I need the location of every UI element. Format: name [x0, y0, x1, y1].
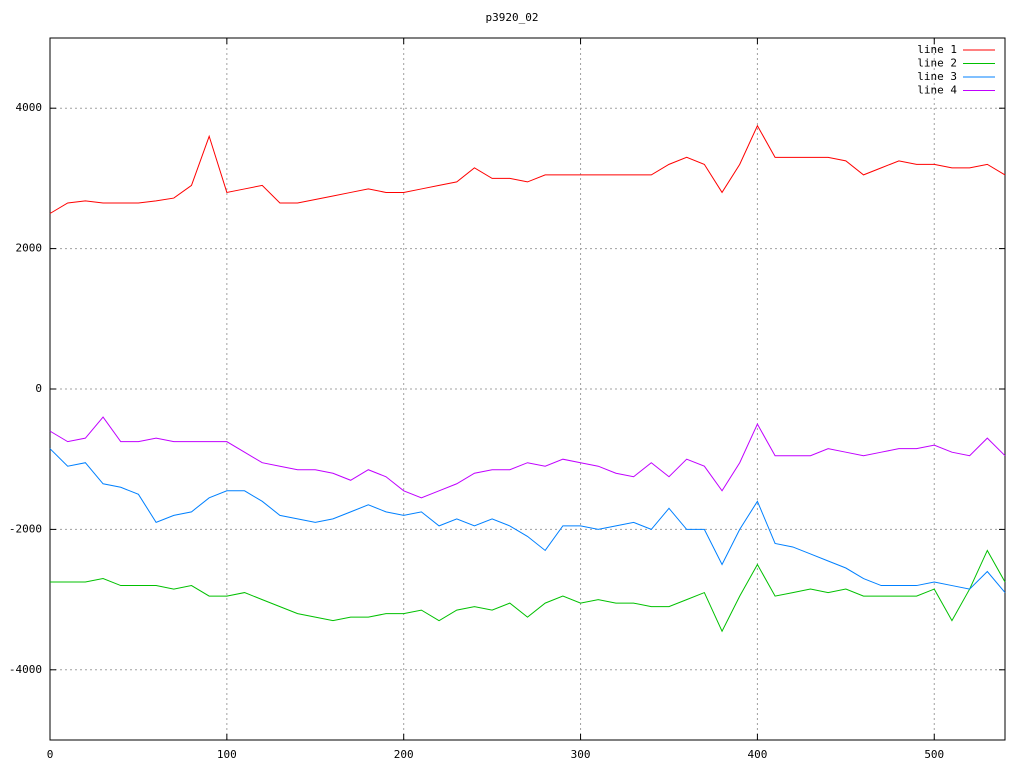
plot-border	[49, 37, 1006, 741]
x-tick-label: 200	[394, 748, 414, 761]
x-tick-label: 300	[571, 748, 591, 761]
legend-label: line 3	[917, 70, 957, 83]
y-tick-label: -4000	[9, 663, 42, 676]
y-tick-label: 4000	[16, 101, 43, 114]
data-line	[49, 416, 1006, 499]
x-tick-label: 400	[747, 748, 767, 761]
chart-title: p3920_02	[486, 11, 539, 24]
data-line	[50, 549, 1006, 633]
x-tick-label: 500	[924, 748, 944, 761]
legend-label: line 2	[917, 57, 957, 70]
y-tick-label: -2000	[9, 522, 42, 535]
y-tick-label: 2000	[16, 242, 43, 255]
x-tick-label: 0	[47, 748, 54, 761]
legend-label: line 1	[917, 43, 957, 56]
y-tick-label: 0	[35, 382, 42, 395]
legend-label: line 4	[917, 84, 957, 97]
data-line	[49, 124, 1006, 214]
data-line	[49, 448, 1006, 593]
x-tick-label: 100	[217, 748, 237, 761]
